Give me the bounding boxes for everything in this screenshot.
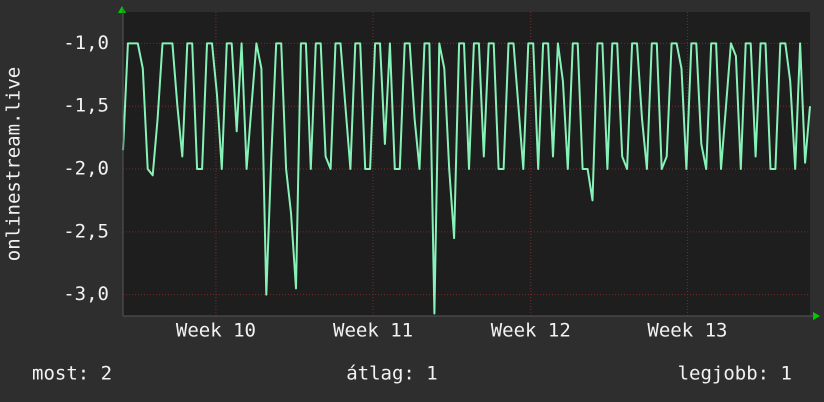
x-tick-label: Week 11	[333, 320, 413, 342]
footer-average: átlag: 1	[346, 363, 438, 385]
y-arrow	[118, 6, 126, 13]
footer-current: most: 2	[32, 363, 112, 385]
y-tick-label: -2,0	[63, 158, 109, 180]
y-tick-label: -1,5	[63, 95, 109, 117]
plot-area	[123, 12, 810, 316]
y-axis-label: onlinestream.live	[3, 67, 25, 261]
x-tick-label: Week 12	[491, 320, 571, 342]
data-line	[122, 42, 811, 315]
x-arrow	[813, 312, 820, 320]
footer-max: legjobb: 1	[678, 363, 792, 385]
y-tick-label: -3,0	[63, 283, 109, 305]
y-tick-label: -1,0	[63, 32, 109, 54]
x-tick-label: Week 10	[176, 320, 256, 342]
x-tick-label: Week 13	[647, 320, 727, 342]
y-tick-label: -2,5	[63, 220, 109, 242]
